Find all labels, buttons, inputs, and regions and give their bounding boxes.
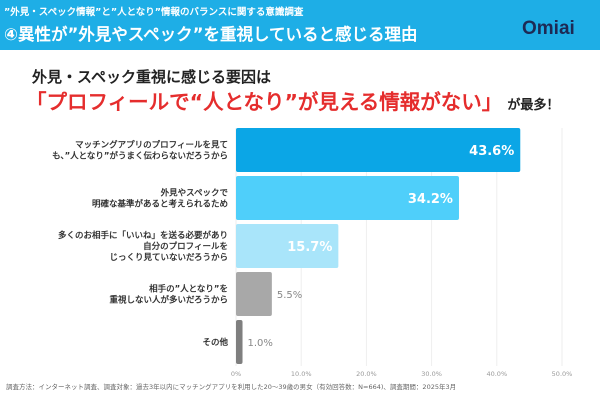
data-label: 34.2%: [408, 192, 453, 207]
headline-tail: が最多！: [507, 98, 560, 113]
survey-title: ”外見・スペック情報”と”人となり”情報のバランスに関する意識調査: [4, 7, 304, 18]
category-label: その他: [202, 337, 228, 348]
category-label: 外見やスペックで: [160, 188, 229, 199]
data-label: 15.7%: [287, 240, 332, 255]
tick-label: 20.0%: [356, 370, 377, 378]
category-label: 相手の”人となり”を: [149, 284, 228, 295]
bar: [236, 320, 243, 364]
data-label: 1.0%: [248, 338, 273, 349]
header-banner: ”外見・スペック情報”と”人となり”情報のバランスに関する意識調査 ④異性が”外…: [0, 0, 600, 50]
headline-highlight: 「プロフィールで“人となり”が見える情報がない」: [26, 90, 503, 114]
page-title: ④異性が”外見やスペック”を重視していると感じる理由: [4, 25, 418, 44]
tick-label: 30.0%: [421, 370, 442, 378]
omiai-logo: Omiai: [522, 18, 575, 39]
tick-label: 50.0%: [552, 370, 573, 378]
bar: [236, 224, 339, 268]
category-label: 多くのお相手に「いいね」を送る必要があり: [58, 230, 228, 241]
category-label: も、”人となり”がうまく伝わらないだろうから: [52, 151, 228, 162]
headline-line2: 「プロフィールで“人となり”が見える情報がない」 が最多！: [26, 85, 559, 115]
category-label: 自分のプロフィールを: [143, 241, 228, 252]
data-label: 43.6%: [469, 144, 514, 159]
tick-label: 40.0%: [486, 370, 507, 378]
category-label: マッチングアプリのプロフィールを見て: [75, 140, 228, 151]
headline-line1: 外見・スペック重視に感じる要因は: [32, 68, 271, 86]
bar: [236, 272, 272, 316]
footnote: 調査方法：インターネット調査、調査対象：過去3年以内にマッチングアプリを利用した…: [6, 383, 457, 391]
category-label: じっくり見ていないだろうから: [110, 252, 229, 263]
bar: [236, 128, 521, 172]
category-label: 重視しない人が多いだろうから: [110, 295, 229, 306]
data-label: 5.5%: [277, 290, 302, 301]
category-label: 明確な基準があると考えられるため: [92, 199, 228, 210]
bar: [236, 176, 459, 220]
tick-label: 0%: [231, 370, 241, 378]
tick-label: 10.0%: [291, 370, 312, 378]
